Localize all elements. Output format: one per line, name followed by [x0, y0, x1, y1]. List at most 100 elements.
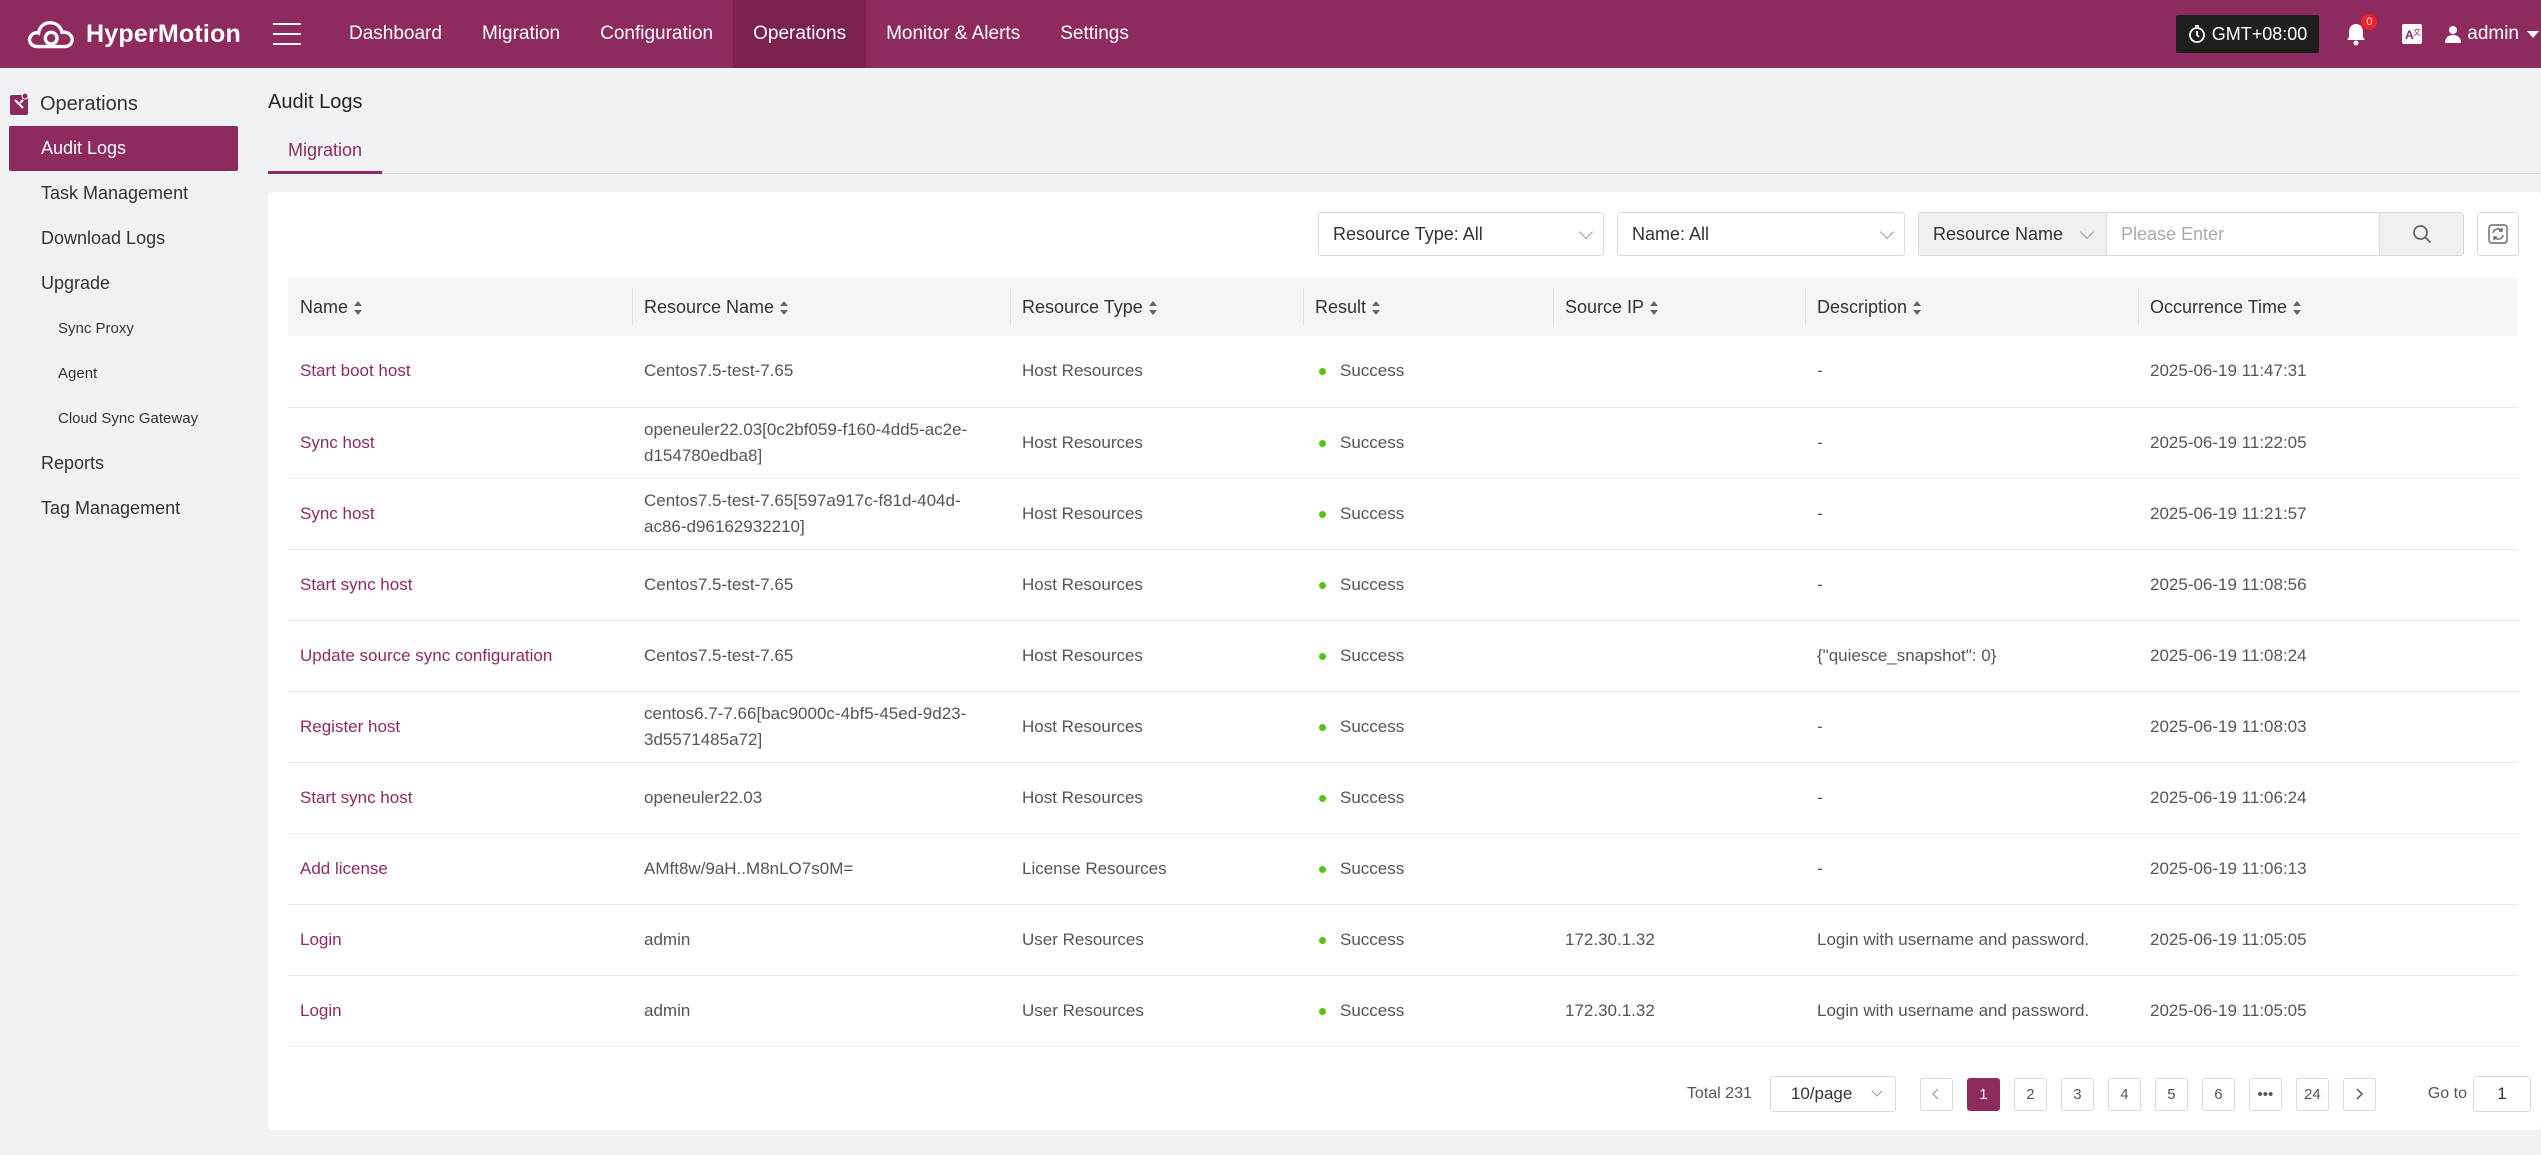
search-button[interactable] — [2379, 213, 2463, 255]
sidebar-item-download-logs[interactable]: Download Logs — [41, 228, 166, 248]
refresh-button[interactable] — [2477, 212, 2519, 256]
column-header-description[interactable]: Description — [1805, 278, 2138, 336]
app-logo[interactable]: HyperMotion — [26, 9, 241, 59]
sort-icon[interactable] — [2293, 300, 2302, 315]
sort-icon[interactable] — [1372, 300, 1381, 315]
page-size-value: 10/page — [1790, 1084, 1853, 1103]
page-button[interactable]: 24 — [2295, 1077, 2329, 1111]
top-navbar: HyperMotion Dashboard Migration Configurat… — [0, 0, 2541, 68]
prev-page-button[interactable] — [1919, 1077, 1953, 1111]
chevron-down-icon — [1879, 224, 1895, 240]
result-cell: Success — [1303, 904, 1553, 976]
column-header-resource-name[interactable]: Resource Name — [632, 278, 1010, 336]
sidebar-item-task-management[interactable]: Task Management — [41, 183, 189, 203]
resource-type-cell: License Resources — [1010, 833, 1303, 905]
name-select[interactable]: Name: All — [1617, 212, 1905, 256]
occurrence-time-cell: 2025-06-19 11:21:57 — [2138, 478, 2518, 550]
log-name-link[interactable]: Start sync host — [288, 549, 632, 621]
source-ip-cell — [1553, 407, 1805, 479]
sidebar-item-upgrade[interactable]: Upgrade — [41, 273, 111, 293]
description-cell: - — [1805, 691, 2138, 763]
column-header-name[interactable]: Name — [288, 278, 632, 336]
column-header-label: Result — [1315, 296, 1367, 317]
nav-item-configuration[interactable]: Configuration — [600, 23, 714, 44]
user-icon — [2445, 26, 2462, 43]
column-header-label: Description — [1817, 296, 1908, 317]
sort-icon[interactable] — [1148, 300, 1157, 315]
status-dot — [1319, 510, 1326, 518]
page-title: Audit Logs — [268, 91, 363, 113]
next-page-button[interactable] — [2342, 1077, 2376, 1111]
log-name-link[interactable]: Login — [288, 975, 632, 1047]
tab-migration[interactable]: Migration — [268, 136, 383, 174]
result-label: Success — [1340, 645, 1405, 665]
user-menu[interactable]: admin — [2445, 23, 2539, 45]
status-dot — [1319, 652, 1326, 660]
table-row: Start sync host openeuler22.03 Host Resour… — [288, 762, 2518, 834]
page-button[interactable]: 4 — [2107, 1077, 2141, 1111]
sidebar-item-audit-logs[interactable]: Audit Logs — [9, 126, 238, 171]
column-header-label: Name — [300, 296, 349, 317]
log-name-link[interactable]: Start boot host — [288, 336, 632, 408]
operations-icon — [10, 93, 29, 115]
page-button[interactable]: 3 — [2060, 1077, 2094, 1111]
log-name-link[interactable]: Sync host — [288, 478, 632, 550]
column-header-result[interactable]: Result — [1303, 278, 1553, 336]
page-button[interactable]: 1 — [1966, 1077, 2000, 1111]
notification-button[interactable]: 0 — [2345, 14, 2378, 46]
page-button[interactable]: 5 — [2154, 1077, 2188, 1111]
status-dot — [1319, 581, 1326, 589]
resource-type-select[interactable]: Resource Type: All — [1318, 212, 1604, 256]
log-name-link[interactable]: Register host — [288, 691, 632, 763]
sidebar-item-reports[interactable]: Reports — [41, 453, 105, 473]
column-header-label: Resource Type — [1022, 296, 1143, 317]
sidebar-item-tag-management[interactable]: Tag Management — [41, 498, 181, 518]
table-row: Add license AMft8w/9aH..M8nLO7s0M= License… — [288, 833, 2518, 905]
description-cell: Login with username and password. — [1805, 975, 2138, 1047]
source-ip-cell — [1553, 478, 1805, 550]
nav-item-settings[interactable]: Settings — [1060, 23, 1129, 44]
sidebar-item-agent[interactable]: Agent — [58, 365, 98, 382]
page-ellipsis-button[interactable]: ••• — [2248, 1077, 2282, 1111]
result-cell: Success — [1303, 478, 1553, 550]
log-name-link[interactable]: Sync host — [288, 407, 632, 479]
column-header-source-ip[interactable]: Source IP — [1553, 278, 1805, 336]
content-card: Resource Type: All Name: All Resource Na… — [268, 192, 2541, 1130]
page-size-select[interactable]: 10/page — [1769, 1076, 1896, 1112]
sidebar-item-sync-proxy[interactable]: Sync Proxy — [58, 320, 134, 337]
menu-toggle-icon[interactable] — [273, 23, 301, 45]
nav-item-dashboard[interactable]: Dashboard — [349, 23, 442, 44]
resource-name-cell: Centos7.5-test-7.65 — [632, 336, 1010, 408]
column-header-resource-type[interactable]: Resource Type — [1010, 278, 1303, 336]
sidebar-item-cloud-sync-gateway[interactable]: Cloud Sync Gateway — [58, 410, 199, 427]
log-name-link[interactable]: Update source sync configuration — [288, 620, 632, 692]
log-name-link[interactable]: Add license — [288, 833, 632, 905]
resource-type-value: Resource Type: All — [1333, 223, 1483, 244]
result-label: Success — [1340, 929, 1405, 949]
cloud-logo-icon — [27, 21, 74, 49]
sort-icon[interactable] — [1913, 300, 1922, 315]
log-name-link[interactable]: Start sync host — [288, 762, 632, 834]
result-label: Success — [1340, 361, 1405, 381]
log-name-link[interactable]: Login — [288, 904, 632, 976]
sort-icon[interactable] — [780, 300, 789, 315]
search-field-select[interactable]: Resource Name — [1919, 213, 2107, 255]
sort-icon[interactable] — [1650, 300, 1659, 315]
goto-page-input[interactable]: 1 — [2473, 1076, 2531, 1112]
page-button[interactable]: 2 — [2013, 1077, 2047, 1111]
page-button[interactable]: 6 — [2201, 1077, 2235, 1111]
description-cell: - — [1805, 336, 2138, 408]
nav-item-migration[interactable]: Migration — [481, 23, 561, 44]
sort-icon[interactable] — [354, 300, 363, 315]
table-row: Start sync host Centos7.5-test-7.65 Host R… — [288, 549, 2518, 621]
timezone-badge[interactable]: GMT+08:00 — [2175, 15, 2320, 53]
app-name: HyperMotion — [86, 19, 241, 48]
search-input[interactable] — [2107, 213, 2379, 255]
column-header-occurrence-time[interactable]: Occurrence Time — [2138, 278, 2518, 336]
nav-item-operations[interactable]: Operations — [733, 0, 867, 68]
table-header-row: Name Resource Name Resource Type Result Sour… — [288, 278, 2518, 336]
nav-item-monitor-alerts[interactable]: Monitor & Alerts — [886, 23, 1021, 44]
result-label: Success — [1340, 716, 1405, 736]
occurrence-time-cell: 2025-06-19 11:47:31 — [2138, 336, 2518, 408]
